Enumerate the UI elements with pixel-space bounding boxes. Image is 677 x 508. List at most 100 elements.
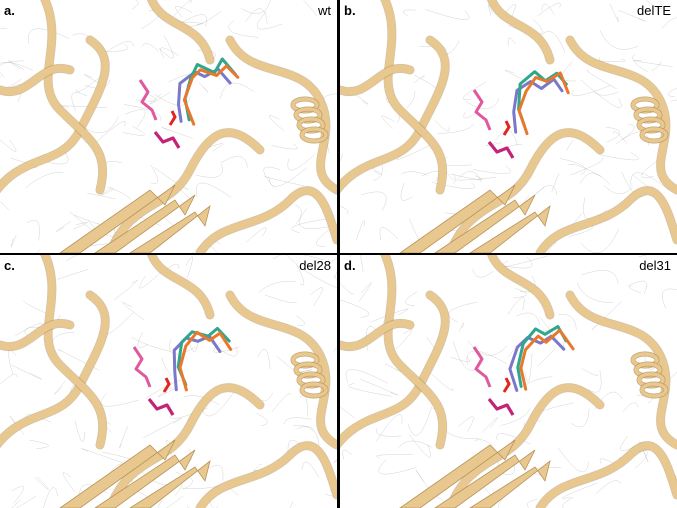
mesh-line — [303, 0, 318, 17]
mesh-line — [8, 60, 25, 70]
panel-name: del31 — [639, 258, 671, 273]
mesh-line — [415, 469, 429, 489]
ribbon-shadow — [535, 186, 677, 253]
mesh-line — [8, 349, 17, 375]
mesh-line — [570, 408, 590, 428]
mesh-line — [373, 170, 382, 182]
mesh-line — [633, 60, 673, 67]
residue-magenta — [153, 131, 181, 149]
panel-del28: c. del28 — [0, 255, 337, 508]
mesh-line — [413, 75, 425, 84]
mesh-line — [261, 392, 274, 402]
ribbon-strand — [106, 129, 264, 253]
mesh-line — [581, 368, 598, 376]
panel-delte: b. delTE — [340, 0, 677, 253]
mesh-line — [264, 176, 305, 187]
ribbon-strand — [148, 255, 214, 319]
residue-pink — [138, 79, 158, 121]
mesh-line — [588, 370, 602, 393]
mesh-line — [10, 234, 17, 248]
mesh-line — [507, 37, 516, 46]
mesh-line — [164, 0, 166, 1]
mesh-line — [609, 3, 619, 23]
mesh-line — [613, 131, 628, 145]
ligand-pose — [516, 325, 568, 388]
mesh-line — [143, 417, 182, 439]
mesh-line — [175, 472, 193, 490]
mesh-line — [54, 380, 66, 395]
mesh-line — [358, 282, 372, 302]
mesh-line — [359, 378, 399, 396]
mesh-line — [263, 166, 281, 188]
mesh-line — [466, 98, 500, 110]
mesh-line — [160, 47, 179, 59]
ribbon-strand — [106, 384, 264, 508]
mesh-line — [113, 280, 138, 301]
ribbon-strand — [381, 0, 447, 194]
mesh-line — [350, 255, 364, 272]
mesh-line — [105, 312, 134, 335]
mesh-line — [71, 92, 88, 111]
mesh-line — [559, 158, 586, 176]
mesh-line — [195, 163, 223, 178]
mesh-line — [62, 472, 76, 493]
ribbon-strand — [381, 255, 447, 449]
mesh-line — [495, 130, 518, 146]
mesh-line — [548, 242, 557, 253]
mesh-line — [272, 255, 281, 260]
panel-name: del28 — [299, 258, 331, 273]
mesh-line — [536, 348, 556, 367]
mesh-line — [119, 426, 128, 448]
panel-letter: c. — [4, 258, 15, 273]
mesh-line — [0, 76, 22, 90]
beta-sheet — [469, 459, 551, 508]
mesh-line — [617, 9, 646, 22]
mesh-line — [157, 496, 184, 508]
mesh-line — [72, 222, 88, 230]
residue-magenta — [147, 398, 175, 416]
mesh-line — [405, 91, 416, 109]
panel-letter: d. — [344, 258, 356, 273]
ribbon-strand — [0, 64, 74, 96]
mesh-line — [558, 314, 577, 330]
mesh-line — [463, 111, 474, 119]
ribbon-strand — [566, 36, 677, 194]
mesh-line — [496, 433, 531, 445]
beta-sheet — [469, 204, 551, 253]
mesh-line — [472, 268, 494, 278]
mesh-line — [591, 301, 623, 331]
mesh-line — [268, 167, 307, 187]
mesh-line — [422, 170, 440, 182]
mesh-line — [376, 414, 403, 442]
ribbon-strand — [446, 129, 604, 253]
mesh-line — [0, 28, 7, 29]
mesh-line — [316, 228, 330, 247]
mesh-line — [161, 127, 193, 139]
mesh-line — [645, 0, 663, 9]
mesh-line — [486, 142, 502, 147]
panel-name: delTE — [637, 3, 671, 18]
mesh-line — [458, 177, 496, 181]
ligand-pose — [182, 64, 240, 126]
mesh-line — [101, 187, 115, 196]
beta-sheet — [59, 184, 176, 253]
mesh-line — [87, 193, 116, 200]
ribbon-strand — [340, 64, 414, 96]
mesh-line — [668, 87, 677, 98]
mesh-line — [141, 43, 159, 52]
mesh-line — [566, 139, 574, 151]
mesh-line — [74, 420, 85, 442]
beta-sheet — [129, 204, 211, 253]
ligand-pose — [517, 71, 570, 136]
mesh-line — [558, 447, 589, 473]
mesh-line — [183, 395, 220, 406]
mesh-line — [498, 495, 506, 508]
mesh-line — [599, 30, 639, 50]
mesh-line — [462, 81, 487, 100]
mesh-line — [170, 0, 192, 20]
mesh-line — [0, 139, 17, 152]
mesh-line — [199, 82, 209, 93]
mesh-line — [605, 126, 621, 143]
ligand-pose — [176, 326, 231, 387]
